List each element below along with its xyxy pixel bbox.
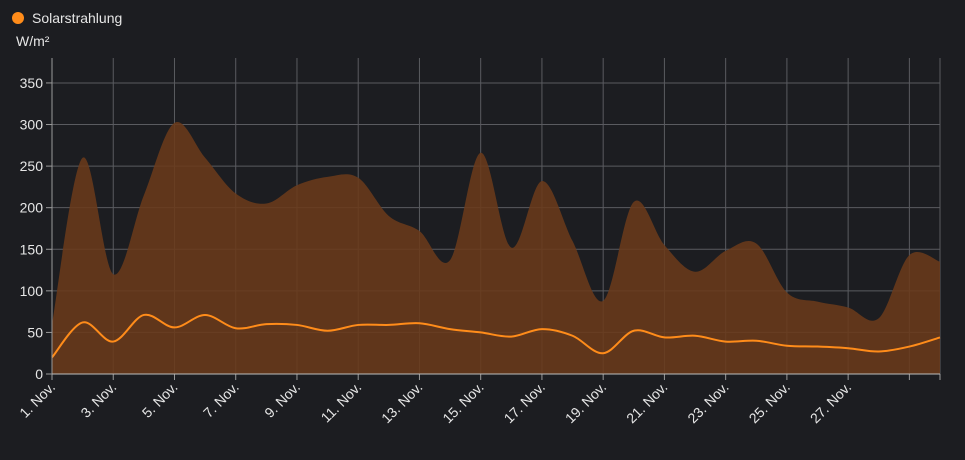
- x-tick-label: 21. Nov.: [623, 379, 670, 426]
- y-tick-label: 150: [20, 241, 44, 257]
- x-tick-label: 17. Nov.: [501, 379, 548, 426]
- data-point[interactable]: [842, 342, 854, 354]
- y-tick-label: 250: [20, 158, 44, 174]
- data-point[interactable]: [873, 346, 885, 358]
- x-tick-label: 13. Nov.: [378, 379, 425, 426]
- y-tick-label: 300: [20, 117, 44, 133]
- x-tick-label: 7. Nov.: [200, 379, 242, 421]
- data-point[interactable]: [812, 341, 824, 353]
- y-tick-label: 100: [20, 283, 44, 299]
- data-point[interactable]: [720, 336, 732, 348]
- series-line: [51, 313, 941, 359]
- data-point[interactable]: [46, 351, 58, 363]
- x-tick-label: 11. Nov.: [318, 379, 365, 426]
- x-tick-label: 27. Nov.: [807, 379, 854, 426]
- data-point[interactable]: [628, 325, 640, 337]
- range-area-layer: [52, 122, 940, 374]
- x-tick-label: 9. Nov.: [261, 379, 303, 421]
- x-tick-label: 3. Nov.: [77, 379, 119, 421]
- data-point[interactable]: [107, 336, 119, 348]
- data-point[interactable]: [322, 325, 334, 337]
- data-point[interactable]: [383, 319, 395, 331]
- y-tick-label: 350: [20, 75, 44, 91]
- x-tick-label: 25. Nov.: [746, 379, 793, 426]
- y-tick-label: 50: [27, 324, 43, 340]
- legend-label: Solarstrahlung: [32, 10, 123, 26]
- data-point[interactable]: [260, 318, 272, 330]
- data-point[interactable]: [597, 347, 609, 359]
- data-point[interactable]: [536, 323, 548, 335]
- data-point[interactable]: [352, 319, 364, 331]
- data-point[interactable]: [475, 326, 487, 338]
- range-area: [52, 122, 940, 374]
- x-tick-label: 15. Nov.: [439, 379, 486, 426]
- data-point[interactable]: [505, 331, 517, 343]
- x-tick-label: 23. Nov.: [684, 379, 731, 426]
- data-point[interactable]: [291, 319, 303, 331]
- x-tick-label: 5. Nov.: [139, 379, 181, 421]
- data-point[interactable]: [413, 317, 425, 329]
- data-point[interactable]: [658, 331, 670, 343]
- data-point[interactable]: [903, 341, 915, 353]
- line-layer: [51, 313, 941, 359]
- data-point[interactable]: [750, 335, 762, 347]
- data-point[interactable]: [567, 330, 579, 342]
- data-point[interactable]: [689, 330, 701, 342]
- data-point[interactable]: [444, 323, 456, 335]
- y-tick-label: 0: [35, 366, 43, 382]
- legend-dot-icon: [12, 12, 24, 24]
- data-point[interactable]: [138, 309, 150, 321]
- y-axis-unit-label: W/m²: [16, 33, 50, 49]
- data-point[interactable]: [199, 309, 211, 321]
- y-tick-label: 200: [20, 200, 44, 216]
- data-point[interactable]: [230, 322, 242, 334]
- chart-legend[interactable]: Solarstrahlung: [12, 10, 122, 26]
- x-tick-label: 19. Nov.: [562, 379, 609, 426]
- data-point[interactable]: [77, 316, 89, 328]
- data-point[interactable]: [168, 321, 180, 333]
- data-point[interactable]: [781, 340, 793, 352]
- data-point[interactable]: [934, 331, 946, 343]
- x-tick-label: 1. Nov.: [16, 379, 58, 421]
